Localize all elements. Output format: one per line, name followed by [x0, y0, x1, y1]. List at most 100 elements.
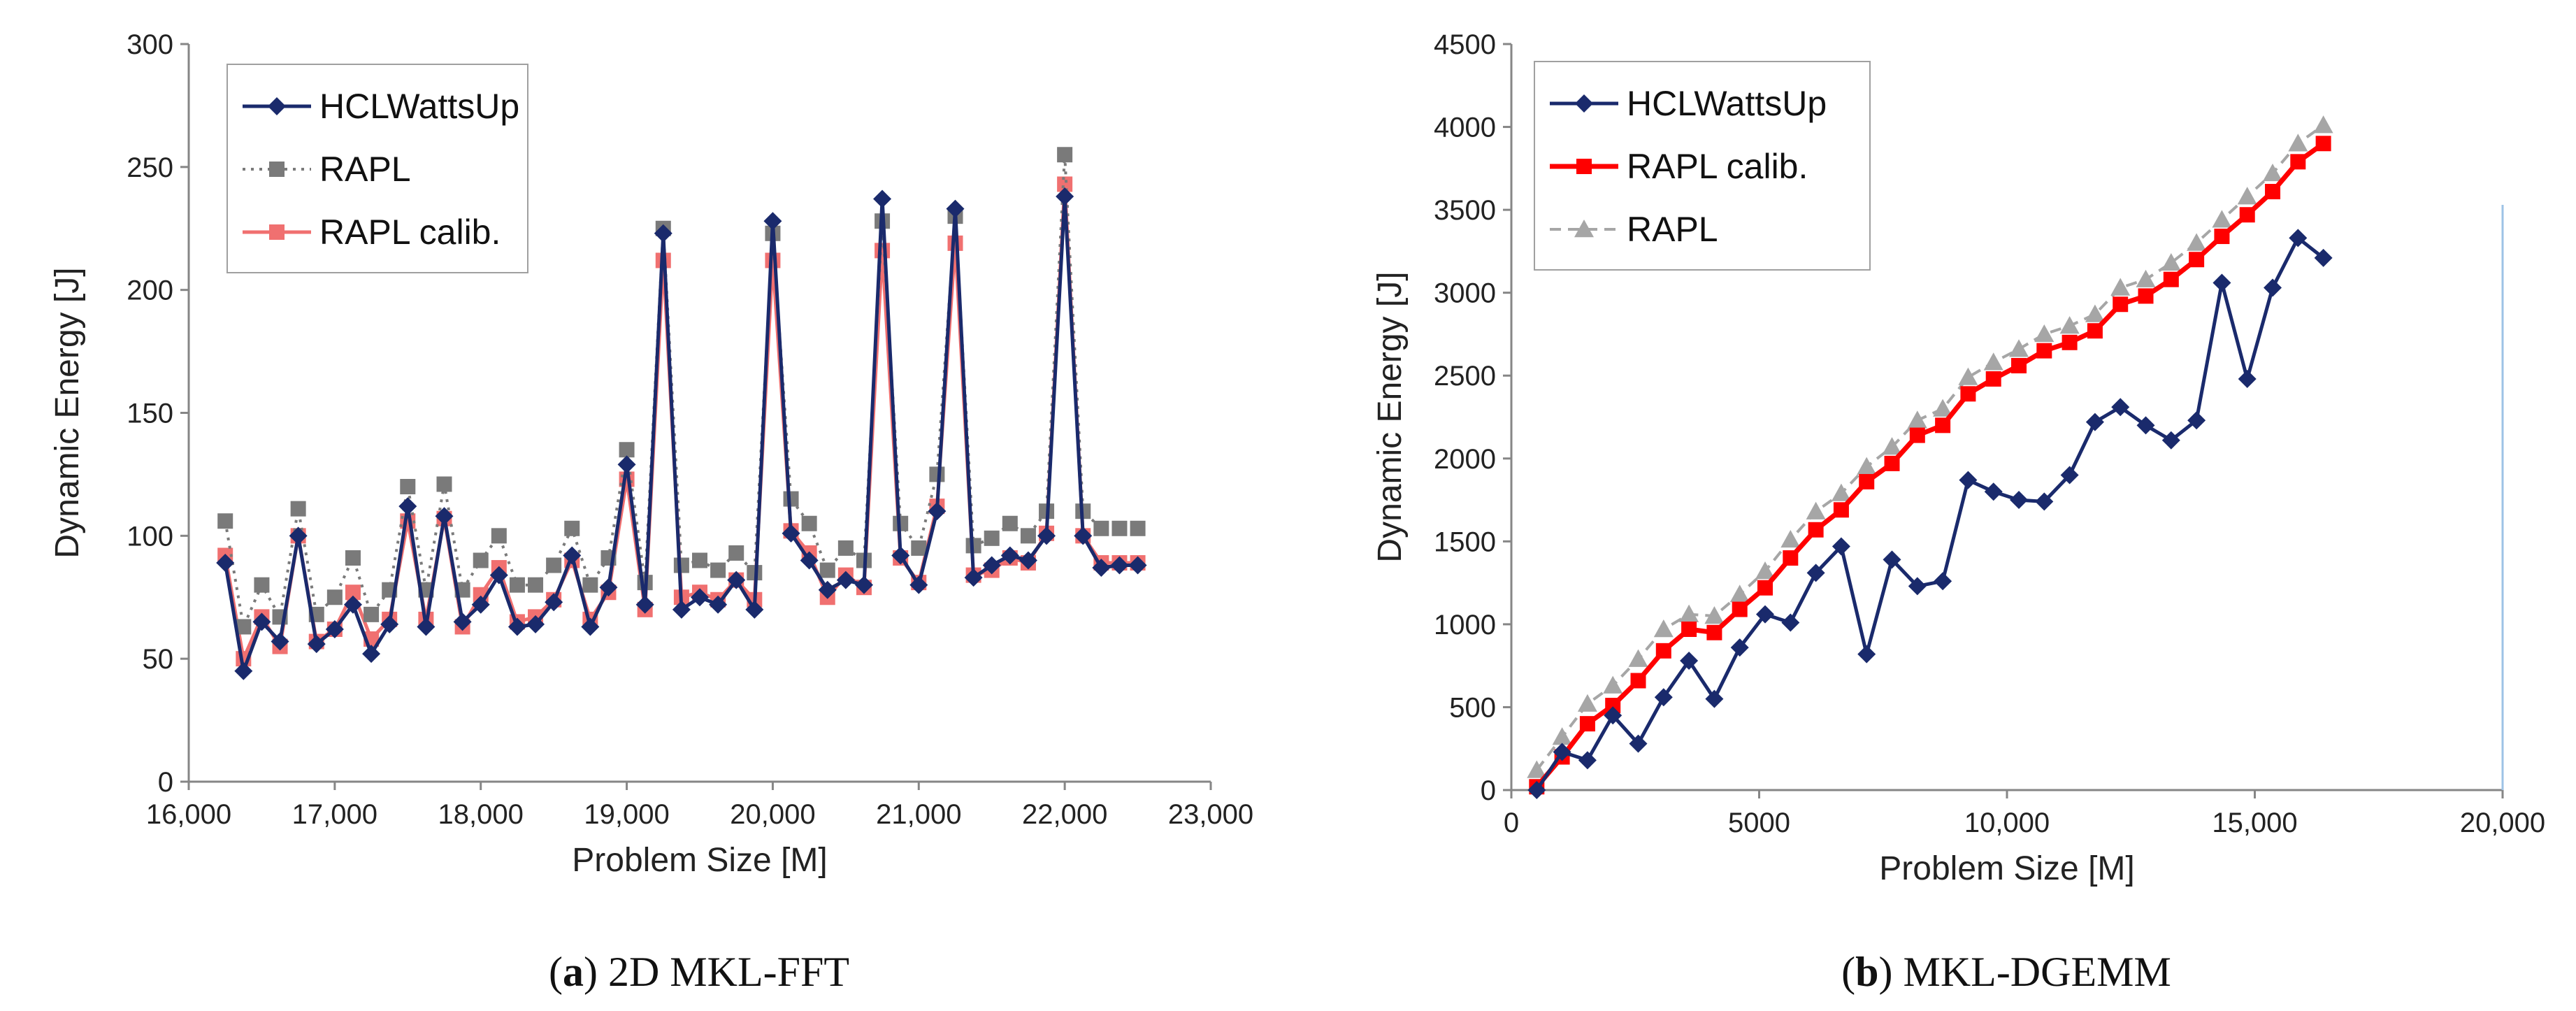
- data-point: [873, 189, 892, 208]
- data-point: [2009, 339, 2029, 357]
- data-point: [1832, 537, 1850, 556]
- data-point: [2110, 278, 2131, 296]
- data-point: [928, 502, 947, 521]
- legend-swatch-marker: [269, 162, 285, 177]
- data-point: [2187, 233, 2207, 251]
- data-point: [1757, 580, 1773, 596]
- legend-entry: RAPL calib.: [319, 213, 501, 252]
- data-point: [216, 554, 235, 573]
- caption-letter: b: [1855, 949, 1878, 995]
- data-point: [1057, 147, 1073, 163]
- data-point: [2314, 248, 2333, 267]
- data-point: [1909, 427, 1925, 443]
- data-point: [1755, 561, 1776, 580]
- data-point: [982, 556, 1001, 575]
- series-hclwattsup: [1527, 229, 2333, 799]
- data-point: [1984, 482, 2003, 501]
- data-point: [800, 551, 819, 570]
- data-point: [710, 562, 726, 578]
- data-point: [2085, 413, 2104, 431]
- x-tick-label: 19,000: [584, 799, 669, 830]
- data-point: [727, 571, 746, 589]
- series-hclwattsup: [216, 187, 1147, 680]
- data-point: [1705, 689, 1724, 708]
- x-tick-label: 20,000: [2460, 808, 2545, 838]
- data-point: [1958, 367, 1978, 385]
- data-point: [1655, 643, 1671, 659]
- data-point: [1002, 515, 1018, 531]
- data-point: [473, 552, 489, 568]
- data-point: [984, 530, 1000, 546]
- data-point: [929, 466, 945, 482]
- x-axis-title: Problem Size [M]: [1879, 850, 2134, 887]
- data-point: [2113, 296, 2129, 313]
- data-point: [1654, 688, 1673, 707]
- data-point: [619, 442, 635, 458]
- data-point: [1680, 652, 1699, 671]
- data-point: [1907, 410, 1927, 429]
- caption-text: MKL-DGEMM: [1904, 949, 2171, 995]
- data-point: [946, 199, 965, 218]
- data-point: [801, 515, 817, 531]
- data-point: [818, 580, 837, 599]
- series-line: [1535, 236, 2325, 791]
- data-point: [1553, 743, 1571, 761]
- data-point: [854, 575, 873, 594]
- y-tick-label: 250: [127, 152, 173, 183]
- y-tick-label: 2500: [1434, 361, 1496, 392]
- x-tick-label: 15,000: [2212, 808, 2297, 838]
- data-point: [1019, 551, 1037, 570]
- caption-close: ): [1879, 949, 1904, 995]
- data-point: [364, 606, 380, 622]
- legend-entry: HCLWattsUp: [1627, 84, 1827, 123]
- x-tick-label: 17,000: [292, 799, 377, 830]
- data-point: [617, 455, 636, 474]
- legend-swatch-marker: [1576, 159, 1592, 174]
- figure-caption: (a) 2D MKL-FFT: [549, 949, 849, 995]
- y-tick-label: 300: [127, 29, 173, 60]
- data-point: [2288, 134, 2308, 152]
- data-point: [217, 513, 233, 529]
- y-tick-label: 0: [158, 767, 173, 798]
- data-point: [509, 577, 525, 593]
- y-tick-label: 4000: [1434, 113, 1496, 143]
- data-point: [635, 595, 654, 614]
- data-point: [345, 550, 361, 566]
- data-point: [1577, 694, 1597, 712]
- data-point: [1057, 176, 1073, 192]
- data-point: [1908, 577, 1927, 596]
- data-point: [2238, 369, 2257, 388]
- y-tick-label: 2000: [1434, 444, 1496, 475]
- legend: HCLWattsUp RAPL calib. RAPL: [1534, 61, 1871, 271]
- data-point: [2010, 491, 2029, 510]
- data-point: [2237, 187, 2257, 205]
- data-point: [2059, 316, 2080, 334]
- data-point: [400, 479, 416, 494]
- data-point: [1628, 649, 1648, 667]
- y-tick-label: 50: [143, 644, 174, 675]
- legend-swatch-marker: [1574, 220, 1594, 238]
- data-point: [326, 589, 343, 605]
- data-point: [1605, 698, 1621, 714]
- x-tick-label: 22,000: [1022, 799, 1107, 830]
- data-point: [691, 588, 709, 607]
- data-point: [763, 212, 782, 231]
- data-point: [1783, 550, 1799, 566]
- data-point: [1074, 526, 1093, 545]
- data-point: [2212, 210, 2232, 228]
- data-point: [1130, 520, 1146, 536]
- data-point: [2034, 324, 2055, 343]
- y-tick-label: 1000: [1434, 610, 1496, 640]
- data-point: [1756, 605, 1775, 624]
- data-point: [1730, 638, 1749, 657]
- data-point: [343, 595, 362, 614]
- data-point: [1806, 564, 1825, 582]
- data-point: [471, 595, 490, 614]
- y-tick-label: 3000: [1434, 278, 1496, 309]
- data-point: [2138, 288, 2154, 304]
- data-point: [2111, 398, 2130, 417]
- data-point: [545, 593, 563, 612]
- legend-entry: RAPL calib.: [1627, 147, 1808, 186]
- data-point: [1056, 187, 1074, 206]
